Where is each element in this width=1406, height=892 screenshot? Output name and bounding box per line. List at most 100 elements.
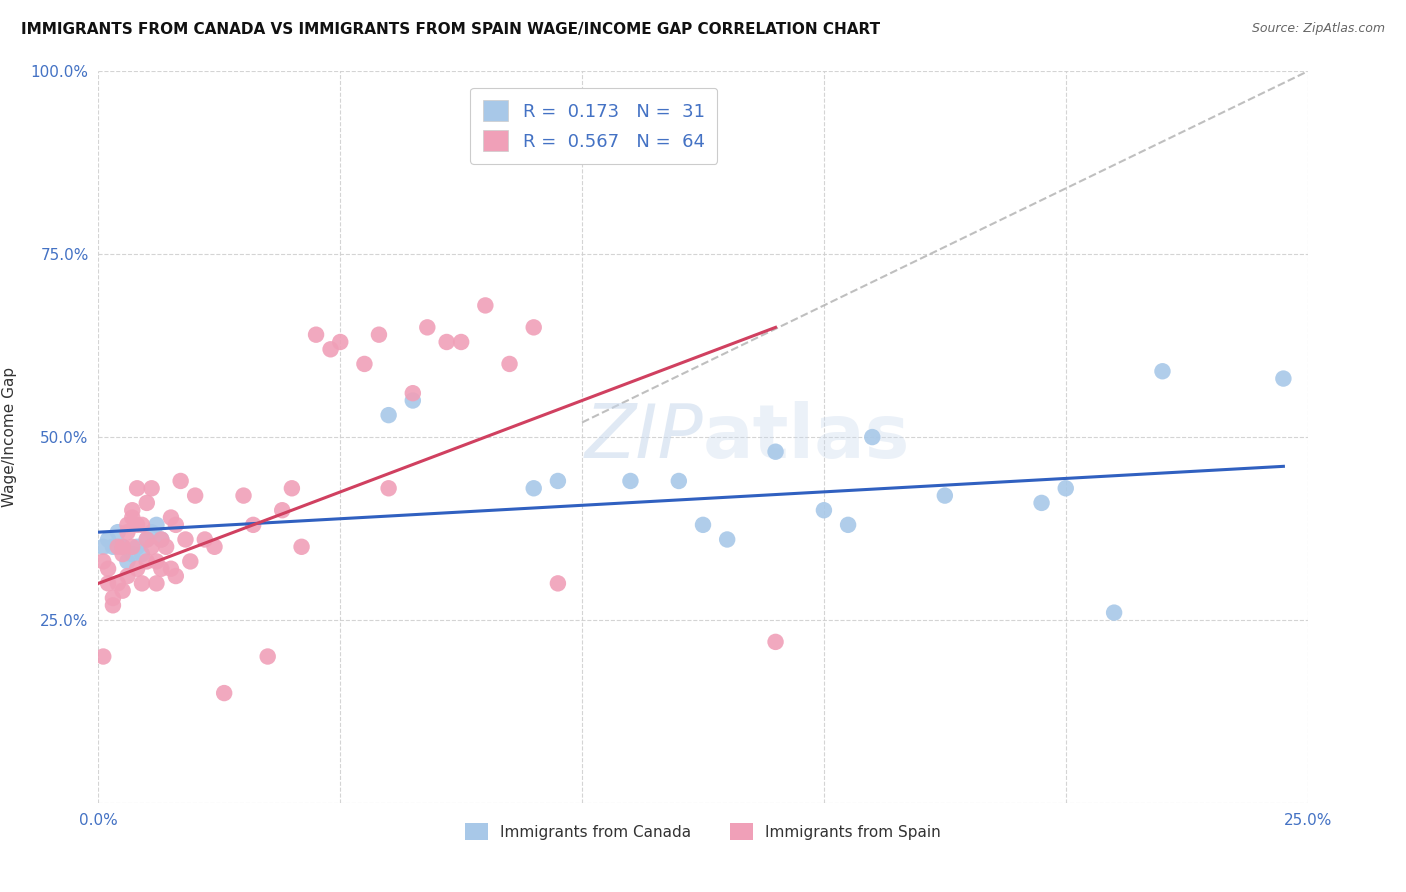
Point — [160, 562, 183, 576]
Point — [117, 517, 139, 532]
Point — [212, 686, 235, 700]
Point — [97, 576, 120, 591]
Point — [135, 533, 157, 547]
Point — [474, 298, 496, 312]
Point — [416, 320, 439, 334]
Point — [117, 569, 139, 583]
Point — [111, 547, 134, 561]
Point — [101, 591, 124, 605]
Point — [194, 533, 217, 547]
Point — [174, 533, 197, 547]
Legend: Immigrants from Canada, Immigrants from Spain: Immigrants from Canada, Immigrants from … — [460, 816, 946, 847]
Point — [765, 444, 787, 458]
Point — [135, 496, 157, 510]
Point — [141, 525, 163, 540]
Point — [127, 540, 149, 554]
Point — [91, 554, 114, 568]
Point — [1031, 496, 1053, 510]
Point — [155, 540, 177, 554]
Point — [290, 540, 312, 554]
Point — [150, 533, 173, 547]
Point — [232, 489, 254, 503]
Point — [837, 517, 859, 532]
Point — [131, 547, 153, 561]
Point — [150, 533, 173, 547]
Point — [179, 554, 201, 568]
Point — [619, 474, 641, 488]
Point — [121, 510, 143, 524]
Point — [329, 334, 352, 349]
Point — [141, 481, 163, 495]
Point — [1054, 481, 1077, 495]
Point — [450, 334, 472, 349]
Point — [135, 554, 157, 568]
Point — [402, 393, 425, 408]
Point — [131, 517, 153, 532]
Point — [523, 481, 546, 495]
Point — [169, 474, 191, 488]
Point — [368, 327, 391, 342]
Point — [547, 474, 569, 488]
Point — [107, 540, 129, 554]
Point — [523, 320, 546, 334]
Point — [131, 576, 153, 591]
Point — [934, 489, 956, 503]
Point — [353, 357, 375, 371]
Point — [160, 510, 183, 524]
Point — [668, 474, 690, 488]
Point — [141, 540, 163, 554]
Point — [145, 517, 167, 532]
Text: IMMIGRANTS FROM CANADA VS IMMIGRANTS FROM SPAIN WAGE/INCOME GAP CORRELATION CHAR: IMMIGRANTS FROM CANADA VS IMMIGRANTS FRO… — [21, 22, 880, 37]
Point — [101, 599, 124, 613]
Point — [107, 525, 129, 540]
Point — [860, 430, 883, 444]
Text: atlas: atlas — [703, 401, 910, 474]
Point — [107, 576, 129, 591]
Point — [127, 517, 149, 532]
Point — [377, 481, 399, 495]
Point — [127, 562, 149, 576]
Point — [1102, 606, 1125, 620]
Point — [765, 635, 787, 649]
Point — [97, 562, 120, 576]
Point — [204, 540, 226, 554]
Point — [121, 547, 143, 561]
Point — [1272, 371, 1295, 385]
Point — [165, 569, 187, 583]
Point — [165, 517, 187, 532]
Point — [117, 525, 139, 540]
Point — [101, 540, 124, 554]
Point — [547, 576, 569, 591]
Y-axis label: Wage/Income Gap: Wage/Income Gap — [1, 367, 17, 508]
Point — [281, 481, 304, 495]
Point — [127, 481, 149, 495]
Point — [150, 562, 173, 576]
Point — [377, 408, 399, 422]
Point — [813, 503, 835, 517]
Point — [319, 343, 342, 357]
Point — [91, 540, 114, 554]
Point — [692, 517, 714, 532]
Point — [97, 533, 120, 547]
Point — [111, 583, 134, 598]
Point — [91, 649, 114, 664]
Point — [402, 386, 425, 401]
Point — [111, 540, 134, 554]
Text: ZIP: ZIP — [585, 401, 703, 473]
Point — [436, 334, 458, 349]
Point — [145, 576, 167, 591]
Point — [242, 517, 264, 532]
Point — [256, 649, 278, 664]
Point — [111, 540, 134, 554]
Point — [271, 503, 294, 517]
Point — [121, 540, 143, 554]
Point — [716, 533, 738, 547]
Point — [135, 533, 157, 547]
Point — [305, 327, 328, 342]
Point — [498, 357, 520, 371]
Point — [121, 503, 143, 517]
Point — [117, 554, 139, 568]
Point — [184, 489, 207, 503]
Point — [145, 554, 167, 568]
Text: Source: ZipAtlas.com: Source: ZipAtlas.com — [1251, 22, 1385, 36]
